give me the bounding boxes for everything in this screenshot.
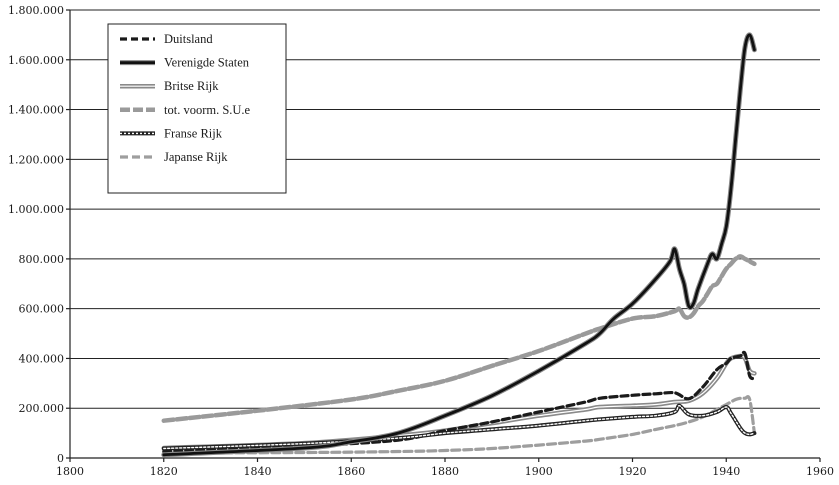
x-tick-label: 1900: [525, 465, 553, 478]
legend-label: Duitsland: [164, 32, 213, 46]
series-line-franse-rijk: [161, 403, 757, 451]
x-tick-label: 1800: [56, 465, 84, 478]
y-tick-label: 1.200.000: [8, 153, 64, 166]
legend-label: Britse Rijk: [164, 79, 219, 93]
legend-label: tot. voorm. S.U.e: [164, 103, 251, 117]
legend-label: Japanse Rijk: [164, 150, 228, 164]
series-path: [161, 353, 757, 451]
series-line-verenigde-staten: [161, 32, 757, 458]
x-axis-tick-labels: 1800 1820 1840 1860 1880 1900 1920 1940 1960: [56, 465, 834, 478]
x-tick-label: 1860: [337, 465, 365, 478]
series-lines: [161, 32, 757, 458]
series-line-tot-voorm-s-u-e: [161, 254, 757, 423]
legend-item: tot. voorm. S.U.e: [120, 103, 251, 117]
legend: Duitsland Verenigde Staten Britse Rijk tot.…: [107, 23, 287, 194]
y-tick-label: 1.000.000: [8, 203, 64, 216]
legend-label: Verenigde Staten: [164, 56, 250, 70]
axes: [66, 9, 821, 462]
legend-item: Franse Rijk: [120, 126, 223, 140]
y-tick-label: 400.000: [19, 352, 65, 365]
x-tick-label: 1880: [431, 465, 459, 478]
x-tick-label: 1920: [619, 465, 647, 478]
x-tick-label: 1840: [244, 465, 272, 478]
x-tick-label: 1960: [806, 465, 834, 478]
y-tick-label: 0: [57, 452, 64, 465]
series-path: [161, 254, 757, 423]
series-line-britse-rijk: [161, 353, 757, 451]
series-path: [163, 405, 756, 450]
y-tick-label: 1.400.000: [8, 104, 64, 117]
legend-item: Verenigde Staten: [120, 56, 250, 70]
y-axis-tick-labels: 0 200.000 400.000 600.000 800.000 1.000.000 1.…: [8, 4, 64, 465]
x-tick-label: 1820: [150, 465, 178, 478]
y-tick-label: 1.600.000: [8, 54, 64, 67]
series-path: [162, 395, 756, 455]
legend-item: Duitsland: [120, 32, 213, 46]
y-tick-label: 600.000: [19, 303, 65, 316]
y-tick-label: 800.000: [19, 253, 65, 266]
y-tick-label: 1.800.000: [8, 4, 64, 17]
legend-item: Japanse Rijk: [120, 150, 228, 164]
series-path: [162, 33, 756, 457]
y-tick-label: 200.000: [19, 402, 65, 415]
x-tick-label: 1940: [712, 465, 740, 478]
series-line-japanse-rijk: [162, 395, 756, 455]
legend-item: Britse Rijk: [120, 79, 219, 93]
legend-label: Franse Rijk: [164, 126, 223, 140]
